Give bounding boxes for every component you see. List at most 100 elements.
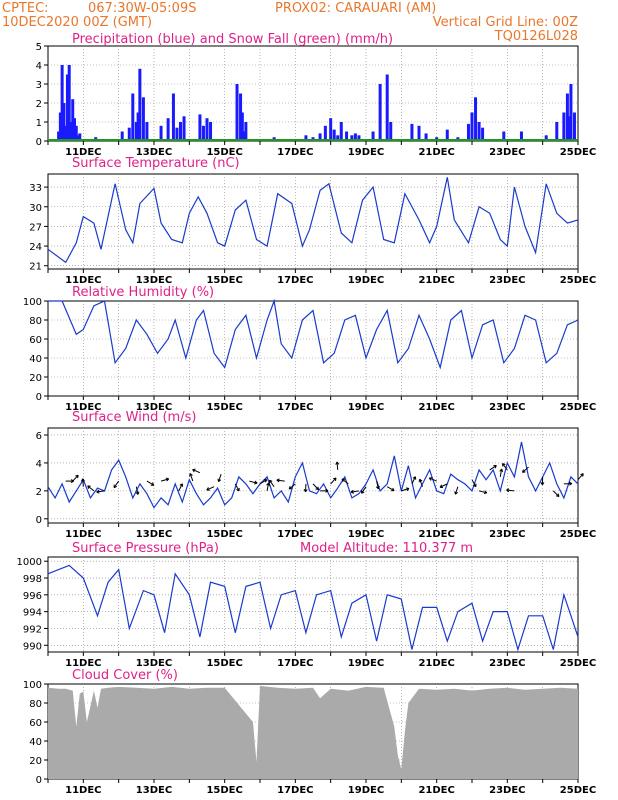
wind-arrow [96,490,105,493]
y-tick-label: 0 [36,515,42,526]
y-tick-label: 5 [36,42,42,53]
x-tick-label: 15DEC [206,529,242,540]
wind-arrow [478,490,487,494]
panel-precip: 0 1 2 3 4 5 11DEC 13DEC 15DEC 17DEC 19DEC 21DEC 23DE… [36,32,597,158]
wind-arrow-head [269,479,273,482]
precip-bar [171,93,175,141]
y-tick-label: 20 [29,373,42,384]
wind-arrow [276,479,285,482]
precip-bar [159,125,163,141]
wind-arrow [471,479,477,487]
y-tick-label: 60 [29,335,42,346]
wind-arrow [489,465,497,471]
y-tick-label: 0 [36,775,42,786]
precip-bar [519,131,523,141]
wind-arrow [206,486,215,491]
wind-arrow-head [315,488,319,491]
precip-bar [69,122,73,141]
wind-arrow-head [350,489,354,493]
x-tick-label: 13DEC [136,402,172,413]
precip-bar [350,135,354,141]
precip-bar [244,122,248,141]
x-tick-label: 19DEC [348,529,384,540]
x-tick-label: 15DEC [206,147,242,158]
x-tick-label: 17DEC [277,529,313,540]
precip-bar [339,122,343,141]
header-station: PROX02: CARAUARI (AM) [275,1,436,16]
wind-arrow-head [189,473,193,476]
x-tick-label: 21DEC [418,529,454,540]
x-tick-label: 11DEC [65,147,101,158]
precip-bar [71,99,75,141]
panel-temp: 21 24 27 30 33 11DEC 13DEC 15DEC 17DEC 19DEC 21DEC… [29,156,596,286]
x-tick-label: 25DEC [560,147,596,158]
precip-bar [569,84,573,141]
precip-bar [74,125,78,141]
wind-arrow-head [96,489,100,493]
wind-arrow [506,489,515,492]
wind-arrow-head [506,488,510,491]
x-tick-label: 23DEC [489,529,525,540]
precip-bar [57,131,61,141]
y-tick-label: 40 [29,737,42,748]
wind-arrow [341,478,349,485]
panel-frame [47,427,579,524]
precip-bar [389,122,393,141]
precip-bar [304,135,308,141]
header: CPTEC: 067:30W-05:09S PROX02: CARAUARI (… [2,1,578,44]
panel-title: Surface Wind (m/s) [72,410,196,425]
precip-bar [371,131,375,141]
precip-bar [470,112,474,141]
x-tick-label: 19DEC [348,658,384,669]
precip-bar [353,133,357,141]
precip-bar [131,93,135,141]
x-tick-label: 21DEC [418,147,454,158]
precip-bar [242,131,246,141]
x-tick-label: 23DEC [489,658,525,669]
precip-bar [67,65,71,141]
precip-bar [410,123,414,141]
y-tick-label: 24 [29,242,42,253]
precip-bar [209,122,213,141]
precip-bar [466,123,470,141]
panel-frame [47,300,579,397]
wind-arrow [178,483,183,492]
wind-line [47,441,579,509]
wind-arrow [266,482,270,491]
y-tick-label: 100 [23,297,42,308]
x-tick-label: 19DEC [348,275,384,286]
precip-bar [555,122,559,141]
wind-arrow [502,463,508,471]
panel-wind: 0 2 4 6 11DEC 13DEC 15DEC 17DEC 19DEC 21DEC 23DEC 2… [36,410,597,540]
x-tick-label: 17DEC [277,275,313,286]
x-tick-label: 11DEC [65,402,101,413]
precip-bar [345,131,349,141]
x-tick-label: 23DEC [489,147,525,158]
wind-arrow-head [522,469,524,473]
x-tick-label: 15DEC [206,785,242,796]
precip-bar [205,118,209,141]
precip-bar [62,103,66,141]
cloud-area [48,685,578,779]
y-tick-label: 20 [29,756,42,767]
x-tick-label: 19DEC [348,147,384,158]
y-tick-label: 1 [36,118,42,129]
x-tick-label: 13DEC [136,275,172,286]
y-tick-label: 4 [36,61,42,72]
x-tick-label: 19DEC [348,785,384,796]
wind-arrow-head [540,482,543,486]
wind-arrow-head [236,488,240,492]
wind-arrow [499,468,503,477]
x-tick-label: 11DEC [65,275,101,286]
y-tick-label: 60 [29,718,42,729]
rh-line [48,298,579,370]
precip-bar [445,129,449,141]
precip-bar [78,133,82,141]
x-tick-label: 21DEC [418,275,454,286]
x-tick-label: 17DEC [277,658,313,669]
x-tick-label: 17DEC [277,785,313,796]
panel-frame [47,45,579,142]
panel-title: Surface Temperature (nC) [72,156,240,171]
precip-bar [329,118,333,141]
wind-arrow [249,480,258,484]
